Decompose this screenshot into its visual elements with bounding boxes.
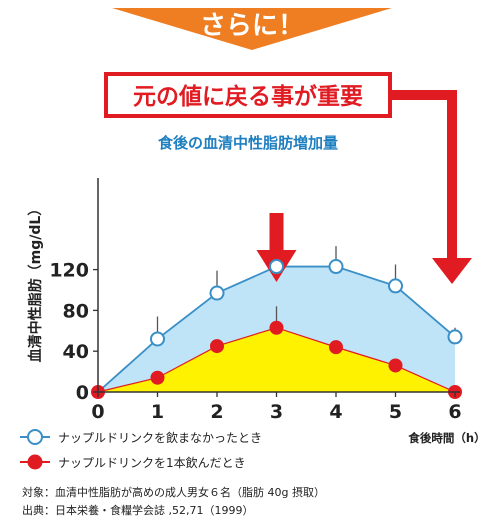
area-with (98, 327, 455, 392)
y-tick-label: 0 (76, 382, 89, 404)
legend: ナップルドリンクを飲まなかったとき ナップルドリンクを1本飲んだとき (20, 429, 262, 470)
point-without (328, 259, 344, 275)
banner-shape (112, 8, 392, 50)
legend-marker-without (27, 429, 43, 445)
callout-box (104, 72, 392, 118)
point-with (150, 370, 165, 385)
x-tick-label: 6 (448, 401, 461, 423)
callout-arrow-head (432, 258, 472, 284)
x-tick-label: 3 (270, 401, 283, 423)
x-tick-label: 1 (151, 401, 164, 423)
y-tick-label: 120 (49, 260, 89, 282)
point-without (209, 285, 225, 301)
legend-marker-with (27, 454, 43, 470)
x-tick-label: 2 (210, 401, 223, 423)
point-with (388, 358, 403, 373)
y-tick-label: 40 (63, 341, 89, 363)
banner-text: さらに！ (200, 11, 304, 41)
point-without (150, 331, 165, 347)
point-with (329, 340, 343, 355)
x-axis-label: 食後時間（h） (408, 431, 485, 445)
point-without (447, 329, 463, 345)
chart-title: 食後の血清中性脂肪増加量 (158, 134, 338, 152)
y-tick-label: 80 (63, 300, 89, 322)
point-without (269, 259, 284, 275)
drop-arrow-shaft (269, 213, 284, 253)
x-tick-label: 4 (329, 401, 342, 423)
point-with (210, 339, 224, 354)
y-axis-label: 血清中性脂肪（mg/dL） (27, 202, 44, 363)
point-without (388, 278, 403, 294)
x-tick-label: 5 (389, 401, 402, 423)
note-subjects: 対象：血清中性脂肪が高めの成人男女６名（脂肪 40g 摂取） (22, 485, 325, 499)
legend-label-without: ナップルドリンクを飲まなかったとき (58, 430, 262, 445)
callout-arrow-line (392, 90, 457, 262)
legend-label-with: ナップルドリンクを1本飲んだとき (58, 455, 246, 470)
x-tick-label: 0 (91, 401, 104, 423)
point-with (269, 320, 284, 335)
callout-text: 元の値に戻る事が重要 (133, 83, 363, 110)
note-source: 出典：日本栄養・食糧学会誌 ,52,71（1999） (22, 503, 253, 517)
